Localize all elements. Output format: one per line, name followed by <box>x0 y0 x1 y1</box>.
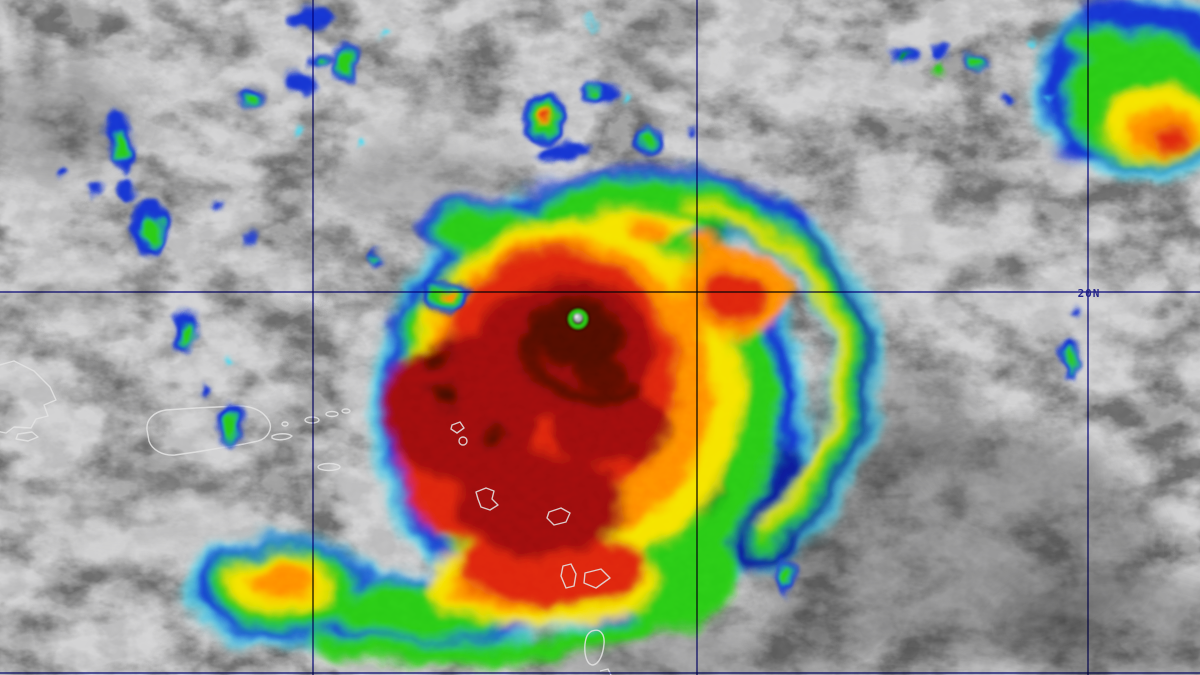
latitude-label: 20N <box>1078 287 1101 300</box>
